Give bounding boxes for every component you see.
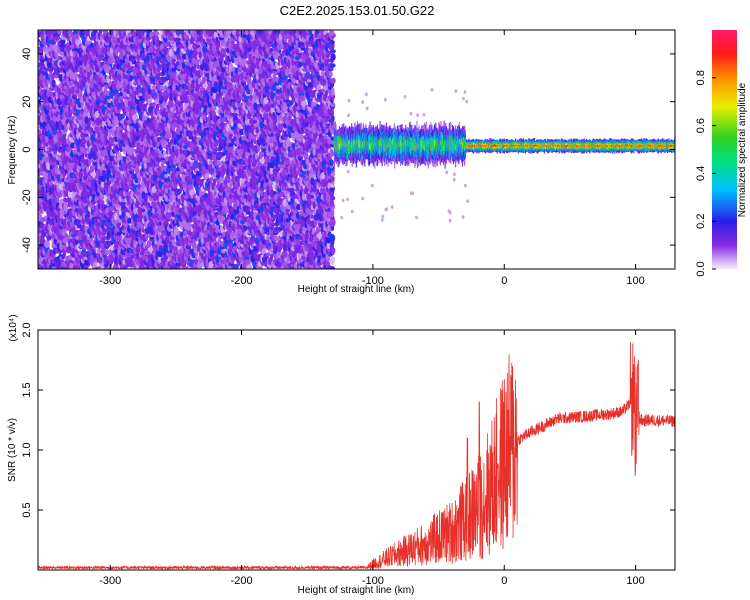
spectrogram-cell <box>50 217 55 225</box>
spectrogram-cell <box>212 223 216 228</box>
spectrogram-cell <box>53 238 57 244</box>
spectrogram-cell <box>39 223 45 229</box>
spectrogram-cell <box>40 30 45 37</box>
spectrogram-cell <box>173 226 179 236</box>
spectrogram-cell <box>154 30 160 37</box>
spectrogram-cell <box>44 239 50 248</box>
spectrogram-cell <box>209 160 214 165</box>
spectrogram-cells <box>38 30 675 269</box>
spectrogram-cell <box>152 85 157 90</box>
spectrogram-cell <box>57 30 62 35</box>
spectrogram-cell <box>116 151 122 161</box>
spectrogram-cell <box>98 30 103 34</box>
spectrogram-cell <box>97 249 102 254</box>
spectrogram-cell <box>54 35 61 41</box>
spectrogram-cell <box>48 180 54 186</box>
spectrogram-cell <box>98 73 102 78</box>
spectrogram-cell <box>58 55 62 61</box>
spectrogram-cell <box>51 79 56 88</box>
spectrogram-cell <box>55 53 59 61</box>
figure-title: C2E2.2025.153.01.50.G22 <box>280 3 435 18</box>
spectrogram-cell <box>155 148 159 153</box>
spectrogram-cell <box>54 196 60 203</box>
spectrogram-cell <box>39 208 43 214</box>
